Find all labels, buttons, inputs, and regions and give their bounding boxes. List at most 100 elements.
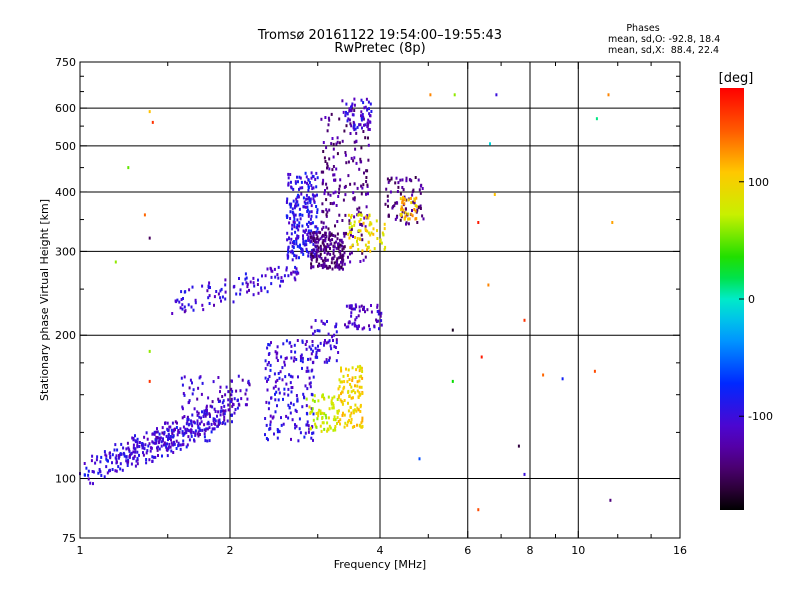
echo-point	[418, 457, 421, 461]
echo-point	[280, 423, 283, 427]
echo-point	[358, 309, 361, 313]
echo-point	[332, 191, 335, 195]
echo-point	[352, 159, 355, 163]
echo-point	[323, 341, 326, 345]
echo-point	[347, 368, 350, 372]
echo-point	[322, 225, 325, 229]
echo-point	[252, 281, 255, 285]
echo-point	[401, 199, 404, 203]
echo-point	[344, 114, 347, 118]
echo-point	[347, 117, 350, 121]
echo-point	[332, 403, 335, 407]
echo-point	[151, 460, 154, 463]
echo-point	[356, 186, 359, 190]
echo-point	[268, 401, 271, 405]
echo-point	[293, 343, 296, 347]
echo-point	[342, 245, 345, 249]
echo-point	[379, 314, 382, 318]
echo-point	[314, 177, 317, 181]
echo-point	[375, 219, 378, 223]
echo-point	[404, 215, 407, 219]
echo-point	[317, 240, 320, 244]
echo-point	[138, 453, 140, 457]
echo-point	[305, 193, 308, 197]
echo-point	[94, 461, 97, 465]
echo-point	[157, 454, 159, 457]
echo-point	[390, 177, 393, 181]
echo-point	[292, 220, 295, 224]
echo-point	[135, 459, 138, 463]
echo-point	[348, 306, 351, 310]
echo-point	[346, 374, 349, 377]
echo-point	[244, 272, 247, 276]
echo-point	[325, 245, 327, 249]
echo-point	[327, 116, 330, 120]
echo-point	[217, 410, 220, 414]
echo-point	[85, 466, 88, 470]
echo-point	[350, 385, 353, 389]
echo-point	[348, 107, 351, 111]
echo-point	[290, 350, 293, 354]
echo-point	[319, 252, 322, 256]
echo-point	[269, 363, 272, 367]
echo-point	[315, 171, 318, 175]
echo-point	[335, 359, 338, 363]
echo-point	[211, 427, 214, 431]
echo-point	[340, 254, 343, 258]
echo-point	[366, 308, 369, 312]
echo-point	[349, 122, 352, 126]
echo-point	[282, 397, 284, 401]
echo-point	[326, 320, 328, 323]
echo-point	[299, 431, 302, 435]
y-tick-label: 100	[55, 473, 76, 486]
echo-point	[355, 305, 358, 309]
echo-point	[361, 186, 364, 190]
echo-point	[361, 223, 364, 227]
echo-point	[128, 448, 131, 452]
echo-point	[360, 114, 362, 118]
echo-point	[370, 110, 373, 113]
echo-point	[342, 411, 344, 415]
echo-point	[293, 276, 296, 280]
echo-point	[285, 268, 288, 272]
echo-point	[354, 318, 357, 322]
echo-point	[412, 188, 415, 192]
stats-heading: Phases	[626, 23, 659, 34]
echo-point	[451, 379, 454, 383]
echo-point	[318, 408, 321, 412]
echo-point	[355, 316, 358, 320]
echo-point	[307, 188, 310, 192]
echo-point	[348, 394, 351, 398]
echo-point	[347, 409, 350, 413]
echo-point	[353, 198, 356, 202]
echo-point	[301, 360, 304, 364]
echo-point	[290, 185, 293, 189]
echo-point	[307, 251, 310, 255]
echo-point	[328, 407, 331, 411]
echo-point	[127, 458, 130, 462]
echo-point	[119, 452, 122, 456]
echo-point	[307, 430, 310, 434]
echo-point	[310, 258, 313, 262]
echo-point	[337, 387, 340, 391]
echo-point	[125, 459, 128, 463]
echo-point	[328, 424, 331, 428]
echo-point	[266, 388, 269, 392]
echo-point	[318, 254, 320, 258]
echo-point	[238, 277, 240, 280]
echo-point	[607, 93, 610, 97]
echo-point	[196, 410, 199, 414]
echo-point	[419, 207, 422, 210]
echo-point	[368, 327, 371, 331]
echo-point	[359, 366, 362, 370]
echo-point	[305, 228, 308, 232]
echo-point	[179, 306, 182, 310]
echo-point	[273, 432, 275, 436]
echo-point	[419, 204, 422, 208]
echo-point	[230, 397, 233, 401]
echo-point	[363, 305, 365, 309]
echo-point	[358, 394, 361, 397]
echo-point	[207, 296, 210, 300]
echo-point	[300, 180, 303, 184]
